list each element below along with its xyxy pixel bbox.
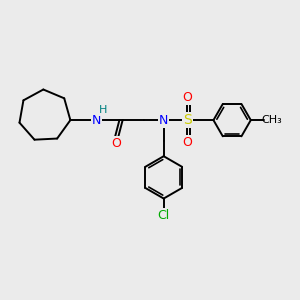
Text: O: O (112, 137, 121, 150)
Text: Cl: Cl (158, 209, 170, 222)
Text: S: S (183, 113, 192, 127)
Text: H: H (99, 105, 108, 115)
Text: N: N (159, 114, 168, 127)
Text: O: O (182, 91, 192, 104)
Text: N: N (92, 114, 101, 127)
Text: O: O (182, 136, 192, 149)
Text: CH₃: CH₃ (262, 115, 282, 125)
